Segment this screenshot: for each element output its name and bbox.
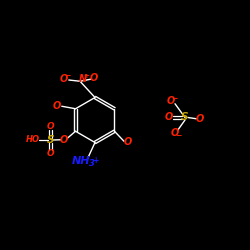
Text: −: − xyxy=(175,132,181,140)
Text: O: O xyxy=(196,114,204,124)
Text: O: O xyxy=(60,74,68,84)
Text: O: O xyxy=(167,96,175,106)
Text: S: S xyxy=(181,112,189,122)
Text: 3: 3 xyxy=(89,159,95,168)
Text: O: O xyxy=(164,112,173,122)
Text: O: O xyxy=(60,135,68,145)
Text: +: + xyxy=(92,156,99,165)
Text: O: O xyxy=(124,137,132,147)
Text: −: − xyxy=(171,94,177,103)
Text: O: O xyxy=(47,122,54,131)
Text: O: O xyxy=(47,148,54,158)
Text: HO: HO xyxy=(26,136,40,144)
Text: N: N xyxy=(78,74,86,84)
Text: O: O xyxy=(53,101,62,111)
Text: S: S xyxy=(47,135,54,145)
Text: O: O xyxy=(90,73,98,83)
Text: +: + xyxy=(83,73,89,79)
Text: O: O xyxy=(170,128,178,138)
Text: −: − xyxy=(64,72,70,80)
Text: NH: NH xyxy=(72,156,90,166)
